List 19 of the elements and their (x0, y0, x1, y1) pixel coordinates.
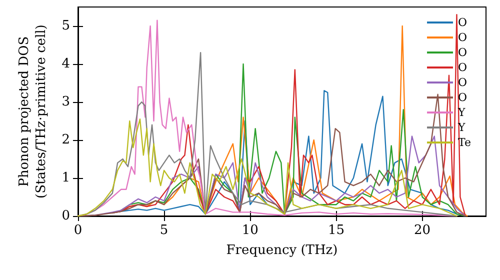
y-tick-label: 1 (62, 170, 70, 186)
y-tick-label: 2 (62, 132, 70, 148)
y-tick-label: 3 (62, 94, 70, 110)
x-tick-label: 0 (74, 223, 82, 238)
legend-label: O (458, 61, 468, 74)
y-axis-title: Phonon projected DOS (States/THz·primitive cell) (17, 24, 49, 199)
y-tick-label: 4 (62, 56, 70, 72)
x-tick-label: 15 (328, 223, 344, 238)
legend-label: O (458, 76, 468, 89)
line-series (77, 118, 458, 217)
x-tick-label: 5 (160, 223, 168, 238)
legend-label: O (458, 31, 468, 44)
x-axis-title: Frequency (THz) (226, 243, 338, 258)
y-tick-label: 0 (62, 208, 70, 224)
legend-label: O (458, 46, 468, 59)
legend-label: O (458, 16, 468, 29)
x-tick-label: 10 (242, 223, 258, 238)
x-tick-label: 20 (414, 223, 431, 238)
y-tick-label: 5 (62, 18, 70, 34)
